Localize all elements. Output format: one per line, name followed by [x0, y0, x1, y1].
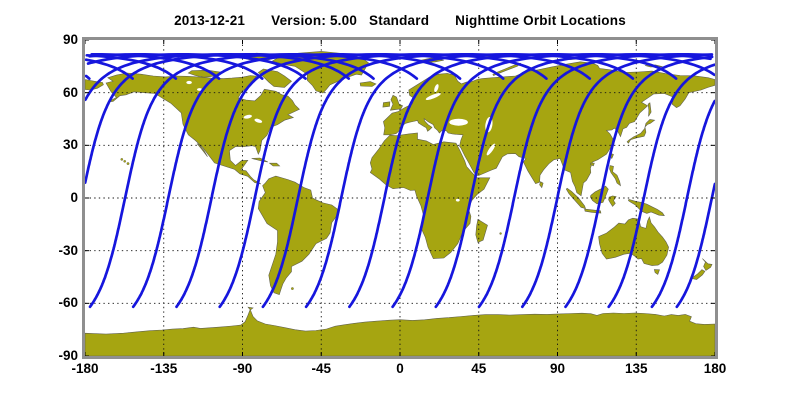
- landmass: [105, 72, 300, 185]
- island: [120, 158, 124, 161]
- y-tick-label: 90: [62, 32, 78, 47]
- x-tick-label: 90: [549, 361, 566, 376]
- orbit-track: [88, 53, 264, 80]
- x-tick-label: -135: [150, 361, 178, 376]
- title-mode: Standard: [369, 13, 430, 28]
- landmass: [653, 269, 660, 275]
- inland-water: [434, 84, 439, 93]
- y-tick-label: -30: [58, 242, 78, 258]
- x-tick-label: 45: [471, 361, 487, 376]
- y-tick-label: 60: [62, 84, 78, 100]
- orbit-track: [88, 53, 419, 309]
- orbit-track: [477, 53, 710, 309]
- x-tick-label: 180: [703, 361, 727, 376]
- landmass: [608, 195, 617, 207]
- orbit-track: [86, 53, 307, 80]
- island: [123, 160, 127, 163]
- orbit-track: [520, 53, 714, 309]
- title-date: 2013-12-21: [174, 13, 246, 28]
- inland-water: [455, 198, 460, 202]
- landmass: [609, 165, 621, 187]
- y-tick-label: 30: [62, 137, 78, 153]
- x-tick-label: -90: [232, 361, 253, 376]
- orbit-track: [261, 53, 592, 309]
- world-map: [85, 40, 715, 356]
- inland-water: [243, 114, 252, 119]
- inland-water: [197, 88, 203, 91]
- inland-water: [186, 80, 192, 85]
- landmass: [539, 181, 544, 189]
- inland-water: [486, 143, 496, 156]
- orbit-track: [391, 53, 715, 309]
- island: [499, 232, 502, 235]
- orbit-track: [564, 55, 714, 309]
- landmass: [647, 102, 652, 117]
- orbit-track: [348, 53, 678, 309]
- orbit-track: [304, 53, 635, 309]
- landmass: [702, 258, 713, 271]
- map-plot-area: [82, 37, 718, 359]
- landmass: [628, 199, 665, 216]
- orbit-track: [650, 99, 715, 309]
- inland-water: [254, 118, 263, 123]
- x-tick-label: -45: [311, 361, 331, 376]
- landmass: [389, 94, 404, 111]
- y-tick-label: -90: [58, 348, 78, 363]
- chart-title: 2013-12-21 Version: 5.00 Standard Nightt…: [0, 13, 800, 28]
- orbit-track: [131, 53, 462, 309]
- orbit-track: [85, 74, 91, 80]
- orbit-track: [85, 53, 351, 102]
- y-tick-label: 0: [70, 190, 78, 205]
- landmass: [382, 101, 391, 108]
- title-version: Version: 5.00: [271, 13, 358, 28]
- orbit-track: [175, 53, 505, 309]
- orbit-track: [607, 63, 715, 309]
- landmass: [590, 162, 595, 167]
- island: [290, 287, 294, 291]
- x-tick-label: 135: [624, 361, 648, 376]
- y-tick-label: -60: [58, 295, 78, 311]
- landmass: [196, 143, 208, 157]
- orbit-track: [675, 182, 715, 309]
- island: [126, 162, 130, 166]
- landmass: [359, 81, 377, 87]
- orbit-track: [218, 53, 548, 309]
- landmass: [565, 187, 586, 209]
- inland-water: [449, 118, 468, 126]
- landmass: [690, 269, 706, 280]
- x-tick-label: 0: [396, 361, 404, 376]
- x-tick-label: -180: [71, 361, 99, 376]
- landmass: [257, 175, 340, 295]
- landmass: [590, 185, 609, 205]
- orbit-track: [434, 53, 712, 309]
- landmass: [268, 162, 281, 167]
- inland-water: [425, 92, 441, 101]
- title-name: Nighttime Orbit Locations: [455, 13, 626, 28]
- landmass: [626, 119, 656, 144]
